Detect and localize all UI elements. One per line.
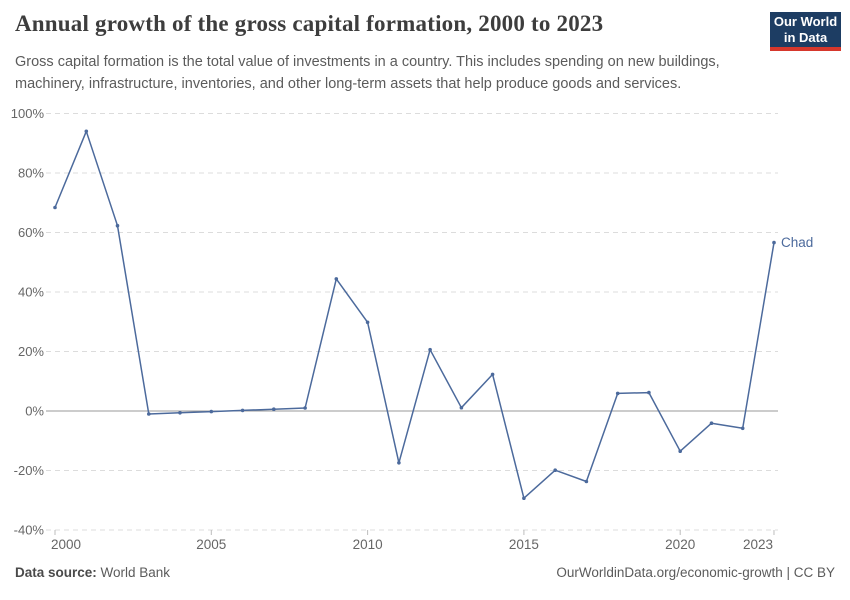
data-point[interactable] bbox=[647, 390, 651, 395]
data-point[interactable] bbox=[678, 449, 682, 454]
data-source-label: Data source: bbox=[15, 565, 97, 580]
data-point[interactable] bbox=[584, 479, 589, 484]
y-tick-label: -40% bbox=[14, 523, 45, 538]
data-point[interactable] bbox=[178, 411, 182, 415]
data-point[interactable] bbox=[84, 129, 89, 134]
y-tick-label: 80% bbox=[18, 166, 44, 181]
data-point[interactable] bbox=[240, 408, 245, 413]
data-source-value: World Bank bbox=[96, 565, 171, 580]
data-point[interactable] bbox=[365, 320, 370, 325]
data-point[interactable] bbox=[615, 391, 620, 396]
x-tick-label: 2023 bbox=[743, 537, 773, 552]
data-point[interactable] bbox=[459, 405, 464, 410]
data-point[interactable] bbox=[209, 409, 214, 414]
owid-logo-line1: Our World bbox=[773, 14, 838, 29]
data-point[interactable] bbox=[522, 496, 526, 501]
data-point[interactable] bbox=[490, 372, 495, 377]
data-point[interactable] bbox=[115, 223, 120, 228]
y-tick-label: 40% bbox=[18, 285, 44, 300]
credit-link[interactable]: OurWorldinData.org/economic-growth | CC … bbox=[556, 565, 835, 580]
data-source: Data source: World Bank bbox=[15, 565, 170, 580]
y-tick-label: -20% bbox=[14, 463, 45, 478]
data-point[interactable] bbox=[428, 347, 432, 352]
x-tick-label: 2015 bbox=[509, 537, 539, 552]
chart-footer: Data source: World Bank OurWorldinData.o… bbox=[15, 565, 835, 580]
x-tick-label: 2010 bbox=[353, 537, 383, 552]
owid-logo-line2: in Data bbox=[783, 30, 828, 45]
x-tick-label: 2000 bbox=[51, 537, 81, 552]
chart-subtitle: Gross capital formation is the total val… bbox=[15, 54, 720, 92]
data-point[interactable] bbox=[334, 277, 339, 281]
chart-title: Annual growth of the gross capital forma… bbox=[15, 11, 604, 36]
data-point[interactable] bbox=[53, 205, 57, 210]
data-point[interactable] bbox=[772, 240, 776, 245]
y-tick-label: 100% bbox=[11, 106, 45, 121]
y-tick-label: 20% bbox=[18, 344, 44, 359]
data-point[interactable] bbox=[147, 412, 151, 416]
data-point[interactable] bbox=[553, 468, 557, 473]
data-point[interactable] bbox=[709, 421, 714, 426]
x-tick-label: 2005 bbox=[196, 537, 226, 552]
data-point[interactable] bbox=[740, 426, 745, 431]
y-tick-label: 0% bbox=[25, 404, 44, 419]
owid-logo: Our World in Data bbox=[770, 12, 841, 51]
series-line-chad[interactable] bbox=[54, 130, 775, 499]
data-point[interactable] bbox=[272, 407, 276, 412]
entity-label-chad[interactable]: Chad bbox=[781, 235, 813, 250]
y-tick-label: 60% bbox=[18, 225, 44, 240]
data-point[interactable] bbox=[303, 406, 307, 410]
data-point[interactable] bbox=[397, 461, 401, 465]
x-tick-label: 2020 bbox=[665, 537, 695, 552]
